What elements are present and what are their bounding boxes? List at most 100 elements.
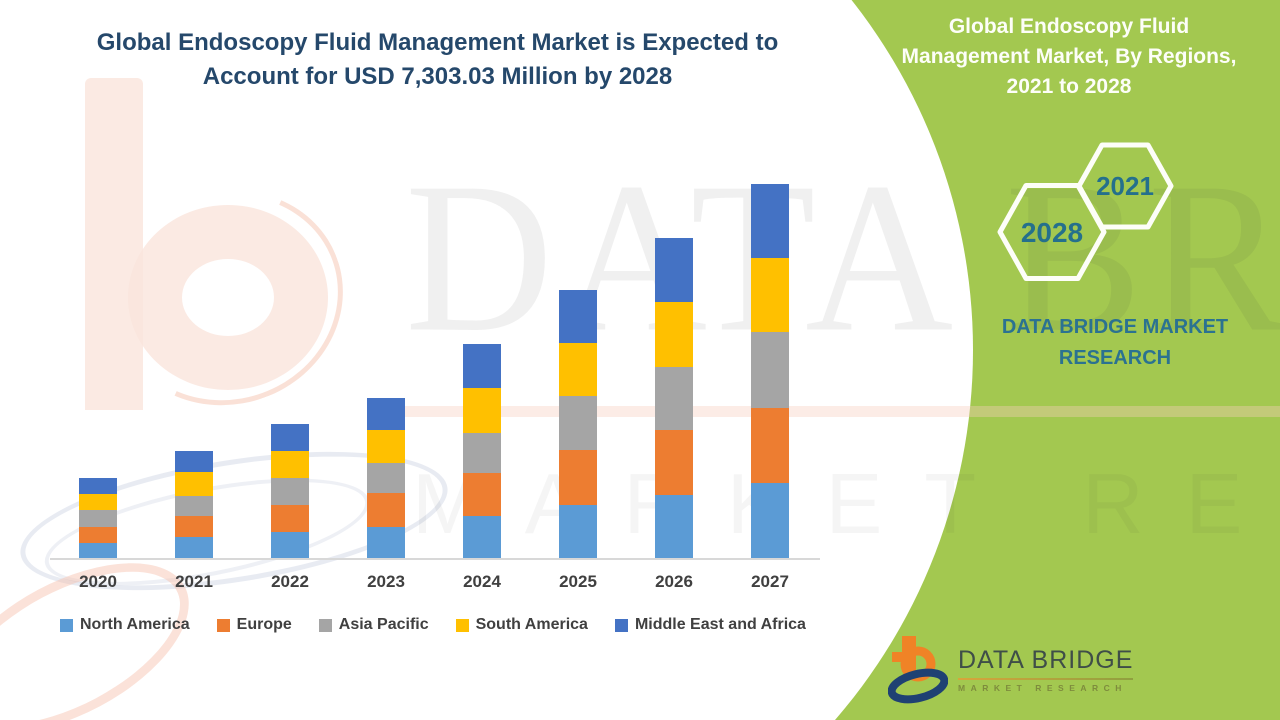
bar-2027	[751, 184, 789, 558]
salmon-band-decoration	[400, 406, 1280, 417]
bar-segment-2020-europe	[79, 527, 117, 543]
side-brand-line2: RESEARCH	[1058, 347, 1172, 369]
bar-segment-2024-asia-pacific	[463, 433, 501, 473]
x-axis-label-2026: 2026	[655, 572, 693, 591]
logo-divider	[958, 677, 1134, 680]
bar-segment-2020-south-america	[79, 494, 117, 510]
bar-2025	[559, 290, 597, 558]
side-panel-title: Global Endoscopy Fluid Management Market…	[868, 12, 1270, 102]
x-axis-label-2022: 2022	[271, 572, 309, 591]
bar-2021	[175, 451, 213, 558]
bar-segment-2025-middle-east-and-africa	[559, 290, 597, 343]
x-axis-label-2023: 2023	[367, 572, 405, 591]
legend-item-asia-pacific: Asia Pacific	[318, 616, 429, 634]
legend-label: Asia Pacific	[338, 616, 429, 633]
databridge-logo: DATA BRIDGE MARKET RESEARCH	[888, 632, 1134, 708]
side-brand-line1: DATA BRIDGE MARKET	[1001, 316, 1229, 338]
bar-segment-2022-asia-pacific	[271, 478, 309, 505]
bar-segment-2027-north-america	[751, 483, 789, 558]
legend-item-north-america: North America	[60, 616, 190, 634]
marketresearch-text-watermark: MARKET RESEARCH	[412, 457, 1280, 552]
stacked-bar-chart	[50, 170, 820, 560]
bar-segment-2025-south-america	[559, 343, 597, 396]
databridge-logo-icon	[888, 636, 948, 704]
bar-segment-2025-asia-pacific	[559, 396, 597, 450]
bar-segment-2023-south-america	[367, 430, 405, 463]
legend-item-south-america: South America	[455, 616, 588, 634]
bar-segment-2027-europe	[751, 408, 789, 483]
bar-segment-2022-north-america	[271, 532, 309, 558]
logo-icon-swoosh	[888, 668, 948, 704]
legend-swatch-icon	[455, 618, 469, 632]
bar-segment-2026-north-america	[655, 495, 693, 558]
page-title-line1: Global Endoscopy Fluid Management Market…	[96, 29, 779, 56]
bar-2023	[367, 398, 405, 558]
bar-segment-2021-asia-pacific	[175, 496, 213, 516]
legend-item-europe: Europe	[216, 616, 292, 634]
legend-label: South America	[475, 616, 588, 633]
side-panel-title-line3: 2021 to 2028	[1006, 75, 1132, 99]
bar-segment-2024-europe	[463, 473, 501, 516]
x-axis-label-2027: 2027	[751, 572, 789, 591]
bar-segment-2021-middle-east-and-africa	[175, 451, 213, 472]
chart-legend: North America Europe Asia Pacific South Ame…	[60, 616, 840, 634]
legend-swatch-icon	[614, 618, 628, 632]
bar-segment-2020-middle-east-and-africa	[79, 478, 117, 494]
x-axis-label-2024: 2024	[463, 572, 501, 591]
x-axis-label-2021: 2021	[175, 572, 213, 591]
side-brand-text: DATA BRIDGE MARKET RESEARCH	[962, 312, 1268, 374]
bar-segment-2021-europe	[175, 516, 213, 537]
bar-segment-2022-europe	[271, 505, 309, 532]
page-title: Global Endoscopy Fluid Management Market…	[80, 26, 795, 93]
legend-swatch-icon	[216, 618, 230, 632]
side-panel-title-line1: Global Endoscopy Fluid	[948, 15, 1190, 38]
legend-label: Europe	[236, 616, 292, 633]
bar-segment-2027-south-america	[751, 258, 789, 332]
legend-label: Middle East and Africa	[634, 616, 806, 633]
x-axis-labels: 2020 2021 2022 2023 2024 2025 2026 2027	[50, 572, 820, 598]
bar-segment-2025-north-america	[559, 505, 597, 558]
bar-segment-2026-middle-east-and-africa	[655, 238, 693, 302]
hexagon-2028-year: 2028	[1021, 217, 1083, 248]
bar-segment-2021-south-america	[175, 472, 213, 496]
x-axis-label-2025: 2025	[559, 572, 597, 591]
bar-segment-2027-asia-pacific	[751, 332, 789, 408]
bar-segment-2022-south-america	[271, 451, 309, 478]
bar-segment-2025-europe	[559, 450, 597, 505]
bar-segment-2023-north-america	[367, 527, 405, 558]
bar-segment-2022-middle-east-and-africa	[271, 424, 309, 451]
page-title-line2: Account for USD 7,303.03 Million by 2028	[202, 62, 673, 90]
legend-label: North America	[80, 616, 190, 633]
bar-segment-2023-europe	[367, 493, 405, 527]
legend-swatch-icon	[60, 618, 73, 632]
bar-2022	[271, 424, 309, 558]
bar-segment-2023-middle-east-and-africa	[367, 398, 405, 430]
legend-swatch-icon	[318, 618, 332, 632]
bar-2020	[79, 478, 117, 558]
bar-segment-2027-middle-east-and-africa	[751, 184, 789, 258]
hexagon-2021	[1076, 142, 1174, 230]
bar-segment-2026-europe	[655, 430, 693, 495]
x-axis-label-2020: 2020	[79, 572, 117, 591]
logo-name: DATA BRIDGE	[958, 645, 1134, 674]
hexagon-2028	[997, 183, 1107, 281]
legend-item-middle-east-and-africa: Middle East and Africa	[614, 616, 806, 634]
bar-segment-2026-asia-pacific	[655, 367, 693, 430]
logo-text-block: DATA BRIDGE MARKET RESEARCH	[958, 645, 1134, 693]
logo-subtitle: MARKET RESEARCH	[958, 682, 1127, 693]
bar-2024	[463, 344, 501, 558]
bar-segment-2023-asia-pacific	[367, 463, 405, 493]
logo-icon-step	[892, 652, 903, 662]
bar-segment-2020-north-america	[79, 543, 117, 558]
bar-2026	[655, 238, 693, 558]
logo-watermark-stem	[85, 78, 143, 410]
bar-segment-2024-middle-east-and-africa	[463, 344, 501, 388]
bar-segment-2021-north-america	[175, 537, 213, 558]
bar-segment-2020-asia-pacific	[79, 510, 117, 527]
year-hexagons: 2028 2021	[997, 142, 1174, 281]
bar-segment-2024-south-america	[463, 388, 501, 433]
hexagon-2021-year: 2021	[1096, 171, 1154, 201]
databridge-text-watermark: DATA BRIDGE	[405, 138, 1280, 377]
side-panel-title-line2: Management Market, By Regions,	[901, 45, 1237, 69]
